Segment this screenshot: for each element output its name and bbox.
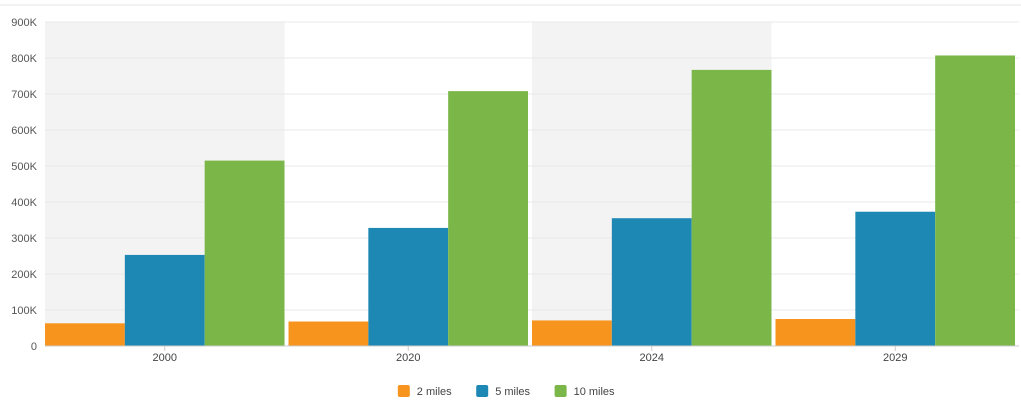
legend-swatch <box>554 385 567 397</box>
legend: 2 miles 5 miles 10 miles <box>397 385 615 398</box>
bar-2-miles-2020[interactable] <box>288 321 369 346</box>
x-axis: 2000 2020 2024 2029 <box>45 345 1019 364</box>
bar-2-miles-2000[interactable] <box>45 323 125 346</box>
bar-10-miles-2000[interactable] <box>204 160 285 346</box>
y-tick-label: 300K <box>11 233 37 245</box>
legend-swatch <box>476 385 489 397</box>
bars <box>45 55 1015 347</box>
x-tick-label: 2020 <box>396 352 420 364</box>
y-tick-label: 100K <box>11 305 37 317</box>
y-tick-label: 900K <box>11 17 37 29</box>
y-tick-label: 0 <box>31 341 37 353</box>
bar-5-miles-2024[interactable] <box>611 218 692 346</box>
legend-label: 10 miles <box>574 386 615 398</box>
bar-5-miles-2000[interactable] <box>124 254 205 346</box>
y-tick-label: 200K <box>11 269 37 281</box>
y-tick-label: 700K <box>11 89 37 101</box>
bar-2-miles-2024[interactable] <box>532 320 612 346</box>
y-tick-label: 600K <box>11 125 37 137</box>
y-tick-label: 800K <box>11 53 37 65</box>
x-tick-label: 2000 <box>153 352 177 364</box>
bar-10-miles-2020[interactable] <box>448 91 528 347</box>
x-tick-label: 2024 <box>640 352 664 364</box>
y-tick-label: 400K <box>11 197 37 209</box>
y-tick-label: 500K <box>11 161 37 173</box>
bar-10-miles-2029[interactable] <box>935 55 1015 346</box>
x-tick-label: 2029 <box>883 352 907 364</box>
legend-swatch <box>397 385 410 397</box>
y-axis: 0 100K 200K 300K 400K 500K 600K 700K 800K 900K <box>11 17 37 353</box>
bar-10-miles-2024[interactable] <box>691 69 772 346</box>
legend-label: 2 miles <box>417 386 452 398</box>
bar-5-miles-2029[interactable] <box>855 211 936 346</box>
legend-item-10-miles[interactable]: 10 miles <box>554 385 615 398</box>
legend-label: 5 miles <box>495 386 530 398</box>
legend-item-5-miles[interactable]: 5 miles <box>476 385 531 398</box>
legend-item-2-miles[interactable]: 2 miles <box>397 385 452 398</box>
bar-2-miles-2029[interactable] <box>775 319 856 346</box>
bar-5-miles-2020[interactable] <box>368 227 449 346</box>
